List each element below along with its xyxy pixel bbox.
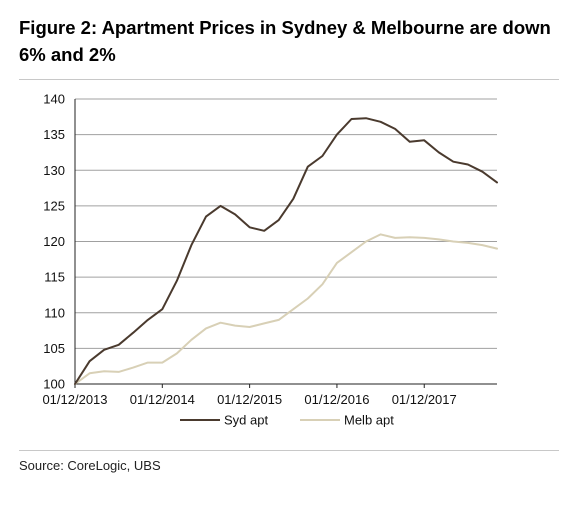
y-tick-label: 120 bbox=[43, 234, 65, 249]
x-tick-label: 01/12/2013 bbox=[42, 392, 107, 407]
y-tick-label: 110 bbox=[44, 305, 65, 320]
source-divider bbox=[19, 450, 559, 451]
x-tick-label: 01/12/2014 bbox=[130, 392, 195, 407]
y-tick-label: 130 bbox=[43, 163, 65, 178]
y-axis: 100 105 110 115 120 125 130 135 140 bbox=[43, 92, 76, 392]
x-tick-label: 01/12/2016 bbox=[304, 392, 369, 407]
legend-label: Syd apt bbox=[224, 413, 268, 428]
x-tick-label: 01/12/2015 bbox=[217, 392, 282, 407]
y-tick-label: 140 bbox=[43, 92, 65, 107]
legend-label: Melb apt bbox=[344, 413, 394, 428]
x-tick-label: 01/12/2017 bbox=[392, 392, 457, 407]
y-tick-label: 125 bbox=[43, 198, 65, 213]
y-tick-label: 135 bbox=[43, 127, 65, 142]
y-tick-label: 115 bbox=[44, 270, 65, 285]
chart-series bbox=[74, 117, 498, 385]
series-line-melb-apt bbox=[74, 233, 498, 385]
y-tick-label: 105 bbox=[43, 341, 65, 356]
title-divider bbox=[19, 79, 559, 80]
source-note: Source: CoreLogic, UBS bbox=[19, 458, 161, 473]
y-tick-label: 100 bbox=[43, 377, 65, 392]
series-line-syd-apt bbox=[74, 117, 498, 385]
chart-title: Figure 2: Apartment Prices in Sydney & M… bbox=[19, 17, 551, 65]
x-axis: 01/12/2013 01/12/2014 01/12/2015 01/12/2016… bbox=[42, 383, 497, 407]
chart-legend: Syd apt Melb apt bbox=[180, 413, 394, 428]
chart-grid bbox=[75, 98, 497, 349]
